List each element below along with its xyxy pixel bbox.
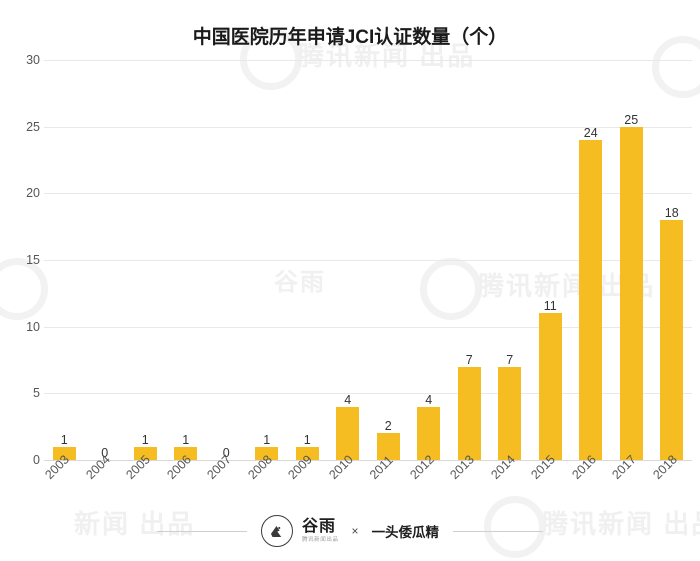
x-axis: 2003 2004 2005 2006 2007 2008 2009 2010 …	[43, 452, 693, 512]
bar-value-label: 2	[384, 419, 392, 434]
bar-slot: 4	[409, 60, 450, 460]
bar-value-label: 4	[344, 392, 352, 407]
gridlines	[44, 60, 692, 461]
x-axis-slot: 2017	[610, 452, 652, 512]
x-axis-slot: 2005	[124, 452, 166, 512]
bar[interactable]	[417, 406, 441, 460]
y-axis-tick: 30	[26, 53, 40, 67]
bar-slot: 0	[206, 60, 247, 460]
footer-divider-left	[156, 530, 247, 532]
bar[interactable]	[457, 366, 481, 460]
bar-slot: 2	[368, 60, 409, 460]
y-axis-tick: 5	[33, 386, 40, 401]
x-axis-slot: 2010	[326, 452, 369, 512]
bar-slot: 4	[328, 60, 369, 460]
bar-slot: 1	[125, 60, 166, 460]
footer-brand: 谷雨 腾讯新闻出品 × 一头倭瓜精	[247, 515, 453, 547]
y-axis-tick: 0	[33, 453, 40, 467]
chart-title: 中国医院历年申请JCI认证数量（个）	[192, 27, 508, 48]
y-axis: 30 25 20 15 10 5 0	[0, 53, 40, 467]
bar-value-label: 18	[664, 206, 679, 220]
bar-value-label: 0	[101, 446, 109, 460]
gridline	[44, 126, 692, 128]
bar-value-label: 11	[543, 299, 557, 314]
bar-value-label: 1	[141, 432, 149, 447]
y-axis-tick: 25	[26, 119, 40, 134]
bar-slot: 1	[287, 60, 328, 460]
x-axis-slot: 2009	[286, 452, 328, 512]
bar[interactable]	[336, 406, 360, 460]
gridline	[44, 393, 692, 395]
footer-credit: 谷雨 腾讯新闻出品 × 一头倭瓜精	[0, 515, 700, 547]
bar[interactable]	[498, 366, 522, 460]
bar-series: 1 0 1 1 0 1 1 4	[44, 60, 692, 460]
footer-divider-right	[453, 530, 544, 532]
bar-slot: 25	[611, 60, 652, 460]
bar-slot: 24	[571, 60, 612, 460]
bar[interactable]	[295, 446, 319, 460]
brand-text: 谷雨 腾讯新闻出品	[301, 517, 339, 544]
bar[interactable]	[133, 446, 157, 460]
bar-value-label: 1	[60, 432, 68, 447]
bar-slot: 18	[652, 60, 693, 460]
bar-slot: 1	[44, 60, 85, 460]
x-axis-slot: 2013	[448, 452, 490, 512]
bar-value-label: 4	[425, 392, 433, 407]
y-axis-tick: 15	[26, 253, 40, 267]
bar[interactable]	[619, 126, 643, 460]
gridline-baseline	[44, 460, 692, 461]
gridline	[44, 326, 692, 328]
footer-partner-name: 一头倭瓜精	[371, 525, 440, 540]
bar[interactable]	[255, 446, 279, 460]
bar-value-label: 24	[583, 126, 598, 140]
x-axis-slot: 2018	[650, 452, 693, 512]
bar-value-label: 1	[263, 432, 271, 447]
chart-plot-area: 30 25 20 15 10 5 0 1 0 1 1	[0, 53, 700, 490]
guyu-logo-icon	[260, 515, 293, 547]
bar[interactable]	[660, 220, 684, 460]
bar-value-label: 7	[465, 352, 473, 367]
bar-value-label: 1	[182, 432, 190, 447]
gridline	[44, 60, 692, 61]
x-axis-slot: 2004	[83, 452, 126, 512]
x-axis-slot: 2008	[245, 452, 288, 512]
x-axis-slot: 2006	[164, 452, 207, 512]
bar[interactable]	[538, 313, 562, 460]
bar-slot: 7	[490, 60, 531, 460]
bar[interactable]	[579, 140, 603, 460]
x-axis-slot: 2016	[569, 452, 612, 512]
bar[interactable]	[52, 446, 76, 460]
footer-separator: ×	[351, 524, 359, 538]
brand-subtitle: 腾讯新闻出品	[301, 536, 339, 543]
bar-value-label: 0	[222, 446, 230, 460]
x-axis-slot: 2011	[367, 453, 409, 512]
bar[interactable]	[174, 446, 198, 460]
x-axis-slot: 2014	[488, 452, 531, 512]
bar-slot: 11	[530, 60, 571, 460]
bar-value-label: 7	[506, 352, 514, 367]
gridline	[44, 193, 692, 195]
x-axis-slot: 2007	[205, 452, 247, 512]
bar-slot: 7	[449, 60, 490, 460]
bar[interactable]	[376, 433, 400, 460]
x-axis-slot: 2012	[407, 452, 450, 512]
bar-slot: 1	[247, 60, 288, 460]
brand-name: 谷雨	[301, 517, 336, 535]
y-axis-tick: 20	[26, 186, 40, 201]
x-axis-slot: 2015	[529, 452, 571, 512]
bar-slot: 1	[166, 60, 207, 460]
bar-slot: 0	[85, 60, 126, 460]
y-axis-tick: 10	[26, 319, 40, 334]
bar-value-label: 1	[303, 432, 311, 447]
gridline	[44, 260, 692, 261]
x-axis-slot: 2003	[43, 452, 85, 512]
bar-value-label: 25	[624, 112, 639, 127]
